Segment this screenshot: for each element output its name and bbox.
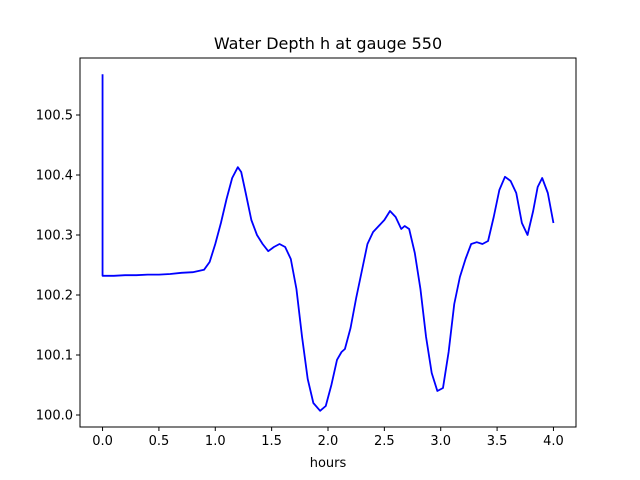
series-line-0 — [101, 74, 555, 412]
y-tick-label: 100.3 — [36, 229, 73, 244]
x-tick-label: 3.0 — [430, 434, 451, 449]
x-axis-label: hours — [310, 456, 347, 471]
x-tick-label: 1.5 — [261, 434, 282, 449]
x-tick-label: 4.0 — [543, 434, 564, 449]
chart-title: Water Depth h at gauge 550 — [214, 34, 442, 53]
y-tick-label: 100.0 — [36, 409, 73, 424]
x-tick-label: 3.5 — [487, 434, 508, 449]
plot-area — [101, 74, 555, 412]
x-tick-label: 2.0 — [318, 434, 339, 449]
x-tick-label: 2.5 — [374, 434, 395, 449]
y-tick-label: 100.5 — [36, 109, 73, 124]
x-tick-label: 0.5 — [149, 434, 170, 449]
y-tick-label: 100.2 — [36, 289, 73, 304]
x-axis: 0.0 0.5 1.0 1.5 2.0 2.5 3.0 3.5 4.0 — [92, 427, 564, 449]
y-tick-label: 100.4 — [36, 169, 73, 184]
x-tick-label: 1.0 — [205, 434, 226, 449]
x-tick-label: 0.0 — [92, 434, 113, 449]
y-tick-label: 100.1 — [36, 349, 73, 364]
y-axis: 100.0 100.1 100.2 100.3 100.4 100.5 — [36, 109, 80, 424]
